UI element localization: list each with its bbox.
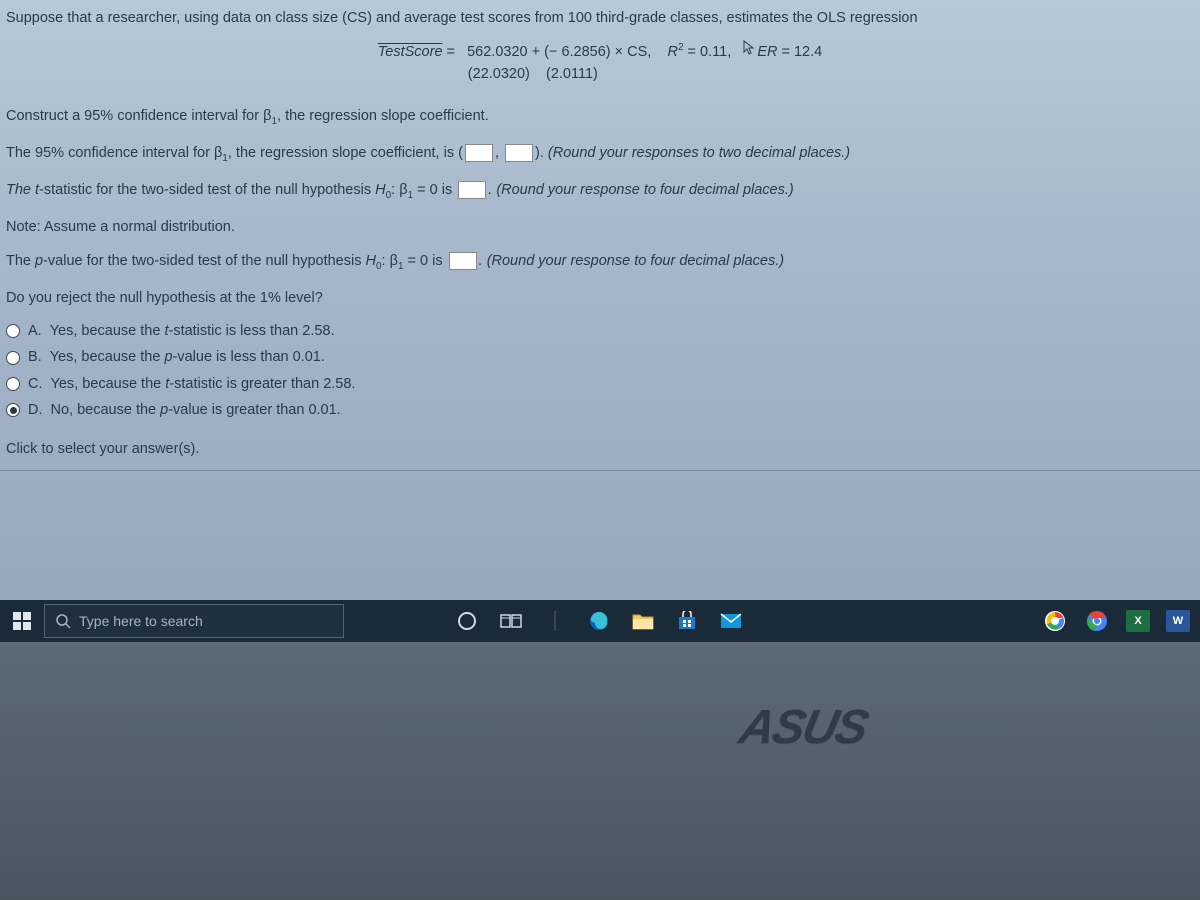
- ci-line: The 95% confidence interval for β1, the …: [0, 135, 1200, 172]
- cursor-icon: [743, 40, 755, 64]
- start-button[interactable]: [0, 600, 44, 642]
- option-b[interactable]: B. Yes, because the p-value is less than…: [6, 344, 1194, 370]
- pvalue-input[interactable]: [449, 252, 477, 270]
- construct-line: Construct a 95% confidence interval for …: [0, 98, 1200, 135]
- ci-lower-input[interactable]: [465, 144, 493, 162]
- option-c[interactable]: C. Yes, because the t-statistic is great…: [6, 371, 1194, 397]
- task-view-icon[interactable]: [498, 608, 524, 634]
- word-icon[interactable]: W: [1166, 610, 1190, 632]
- note-line: Note: Assume a normal distribution.: [0, 209, 1200, 243]
- radio-a[interactable]: [6, 324, 20, 338]
- intro-text: Suppose that a researcher, using data on…: [0, 0, 1200, 34]
- tstat-line: The tThe t-statistic for the two-sided t…: [0, 172, 1200, 209]
- radio-b[interactable]: [6, 351, 20, 365]
- divider-icon: [542, 608, 568, 634]
- option-a[interactable]: A. Yes, because the t-statistic is less …: [6, 318, 1194, 344]
- search-box[interactable]: Type here to search: [44, 604, 344, 638]
- opt-label-b: B.: [28, 347, 42, 367]
- google-icon[interactable]: [1042, 608, 1068, 634]
- click-instruction: Click to select your answer(s).: [0, 431, 1200, 465]
- reject-question: Do you reject the null hypothesis at the…: [0, 280, 1200, 314]
- asus-logo: ASUS: [734, 700, 987, 760]
- pvalue-line: The p-value for the two-sided test of th…: [0, 243, 1200, 280]
- mail-icon[interactable]: [718, 608, 744, 634]
- eq-lhs: TestScore: [378, 44, 443, 60]
- options-group: A. Yes, because the t-statistic is less …: [0, 314, 1200, 431]
- tstat-input[interactable]: [458, 181, 486, 199]
- search-icon: [55, 613, 71, 629]
- radio-c[interactable]: [6, 377, 20, 391]
- explorer-icon[interactable]: [630, 608, 656, 634]
- regression-equation: TestScore = 562.0320 + (− 6.2856) × CS, …: [0, 40, 1200, 86]
- option-d[interactable]: D. No, because the p-value is greater th…: [6, 397, 1194, 423]
- opt-label-c: C.: [28, 374, 43, 394]
- cortana-icon[interactable]: [454, 608, 480, 634]
- search-placeholder: Type here to search: [79, 613, 203, 629]
- chrome-icon[interactable]: [1084, 608, 1110, 634]
- taskbar-right: X W: [1042, 608, 1200, 634]
- edge-icon[interactable]: [586, 608, 612, 634]
- opt-label-a: A.: [28, 321, 42, 341]
- excel-icon[interactable]: X: [1126, 610, 1150, 632]
- taskbar-center: [344, 608, 1042, 634]
- divider: [0, 470, 1200, 471]
- question-panel: Suppose that a researcher, using data on…: [0, 0, 1200, 600]
- windows-icon: [13, 612, 31, 630]
- opt-label-d: D.: [28, 400, 43, 420]
- store-icon[interactable]: [674, 608, 700, 634]
- radio-d[interactable]: [6, 403, 20, 417]
- taskbar: Type here to search X W: [0, 600, 1200, 642]
- ci-upper-input[interactable]: [505, 144, 533, 162]
